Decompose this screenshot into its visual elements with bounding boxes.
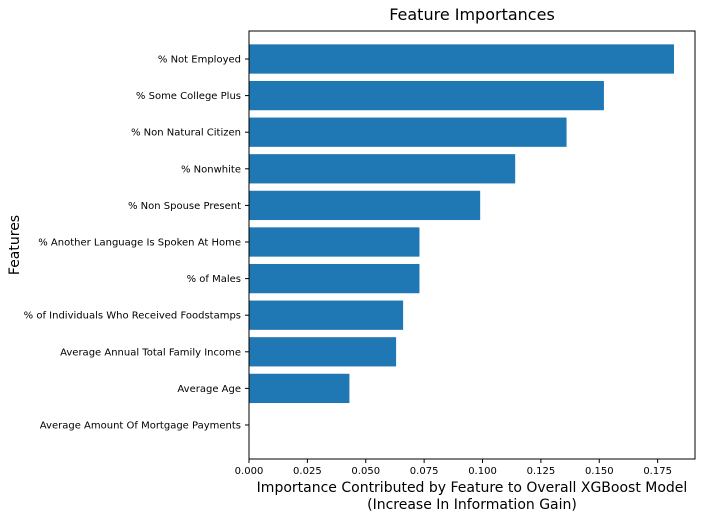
y-tick-label: % Another Language Is Spoken At Home: [38, 238, 241, 249]
y-tick-label: % Non Natural Citizen: [131, 128, 241, 139]
x-axis-ticks: 0.000 0.025 0.050 0.075 0.100 0.125 0.150 0.175: [235, 459, 672, 477]
y-tick-label: Average Amount Of Mortgage Payments: [40, 421, 241, 432]
bar: [249, 190, 481, 221]
bar: [249, 44, 674, 74]
chart-title: Feature Importances: [389, 5, 555, 24]
y-axis-ticks: % Not Employed % Some College Plus % Non N…: [24, 55, 249, 432]
y-tick-label: % Non Spouse Present: [128, 201, 241, 212]
y-tick-label: % Not Employed: [158, 55, 241, 66]
y-tick-label: % of Males: [187, 274, 241, 285]
x-tick-label: 0.000: [235, 466, 264, 477]
bars-group: [249, 44, 674, 404]
y-tick-label: Average Age: [177, 384, 241, 395]
x-tick-label: 0.025: [293, 466, 322, 477]
y-tick-label: % of Individuals Who Received Foodstamps: [24, 311, 241, 322]
bar: [249, 263, 420, 294]
y-tick-label: % Some College Plus: [136, 91, 241, 102]
bar: [249, 373, 350, 404]
x-tick-label: 0.175: [643, 466, 672, 477]
bar: [249, 300, 404, 330]
bar: [249, 154, 516, 184]
x-axis-label-line2: (Increase In Information Gain): [367, 497, 577, 513]
x-tick-label: 0.075: [410, 466, 439, 477]
x-axis-label: Importance Contributed by Feature to Ove…: [257, 480, 688, 496]
x-tick-label: 0.100: [468, 466, 497, 477]
y-axis-label: Features: [7, 215, 23, 275]
x-tick-label: 0.125: [527, 466, 556, 477]
bar: [249, 337, 397, 367]
x-tick-label: 0.150: [585, 466, 614, 477]
bar: [249, 227, 420, 257]
bar: [249, 117, 567, 147]
bar: [249, 80, 604, 111]
plot-frame: [248, 30, 696, 460]
x-tick-label: 0.050: [351, 466, 380, 477]
y-tick-label: Average Annual Total Family Income: [60, 347, 241, 358]
y-tick-label: % Nonwhite: [181, 164, 241, 175]
